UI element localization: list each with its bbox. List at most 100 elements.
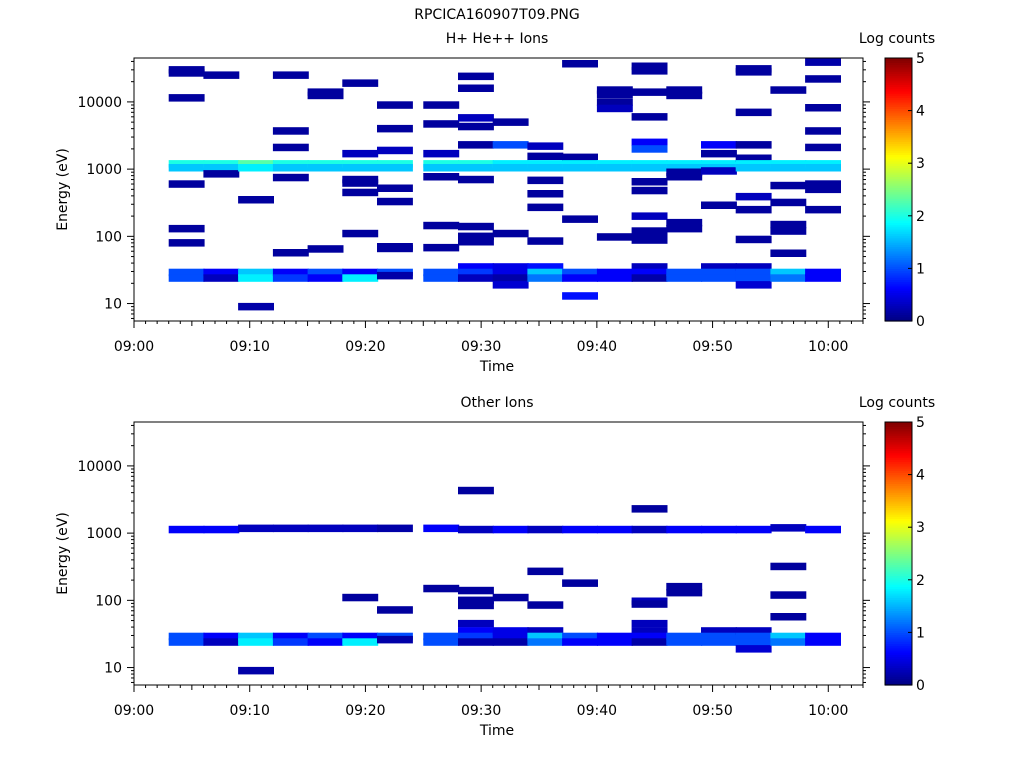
heatmap-cell	[735, 632, 772, 641]
heatmap-cell	[805, 104, 841, 112]
colorbar-segment	[885, 180, 912, 184]
heatmap-cell	[458, 72, 494, 81]
heatmap-cell	[596, 104, 633, 113]
colorbar-segment	[885, 549, 912, 552]
x-tick-label: 09:00	[114, 703, 154, 719]
heatmap-cell	[168, 632, 205, 641]
heatmap-cell	[735, 235, 772, 244]
heatmap-cell	[701, 638, 737, 646]
heatmap-cell	[272, 524, 309, 533]
heatmap-cell	[307, 638, 344, 646]
heatmap-cell	[770, 198, 807, 207]
colorbar-segment	[885, 630, 912, 633]
colorbar-segment	[885, 147, 912, 151]
heatmap-cell	[423, 632, 460, 641]
colorbar-segment	[885, 472, 912, 476]
heatmap-cell	[805, 205, 841, 214]
colorbar-segment	[885, 261, 912, 265]
colorbar-segment	[885, 305, 912, 309]
colorbar-segment	[885, 200, 912, 204]
colorbar-segment	[885, 68, 912, 72]
colorbar-segment	[885, 88, 912, 92]
heatmap-cell	[377, 606, 413, 614]
colorbar-segment	[885, 169, 912, 173]
heatmap-cell	[805, 632, 841, 641]
colorbar-segment	[885, 79, 912, 83]
heatmap-cell	[203, 274, 240, 282]
colorbar-segment	[885, 522, 912, 526]
colorbar-segment	[885, 483, 912, 487]
colorbar-segment	[885, 93, 912, 96]
colorbar-segment	[885, 621, 912, 625]
heatmap-cell	[666, 173, 703, 181]
heatmap-cell	[492, 638, 529, 646]
colorbar-segment	[885, 110, 912, 114]
heatmap-cell	[342, 188, 379, 197]
heatmap-cell	[631, 638, 668, 646]
colorbar-segment	[885, 222, 912, 226]
heatmap-cell	[377, 271, 413, 280]
colorbar-segment	[885, 669, 912, 673]
y-tick-label: 1000	[86, 162, 122, 178]
heatmap-cell	[342, 164, 379, 172]
colorbar-segment	[885, 174, 912, 177]
colorbar-segment	[885, 535, 912, 539]
heatmap-cell	[492, 229, 529, 238]
colorbar-tick-label: 4	[916, 104, 925, 120]
heatmap-cell	[423, 173, 460, 181]
heatmap-cell	[307, 164, 344, 172]
x-tick-label: 09:20	[345, 339, 385, 355]
heatmap-cell	[458, 238, 494, 246]
x-axis: 09:00 09:10 09:20 09:30 09:40 09:50 10:00 Time	[114, 685, 864, 739]
heatmap-cell	[423, 221, 460, 230]
heatmap-cell	[527, 638, 564, 646]
heatmap-cell	[666, 588, 703, 597]
y-axis: 10 100 1000 10000 Energy (eV)	[55, 424, 870, 683]
heatmap-cell	[596, 90, 633, 98]
heatmap-cell	[168, 224, 205, 233]
heatmap-cell	[805, 525, 841, 534]
colorbar-segment	[885, 95, 912, 99]
heatmap-cell	[562, 632, 598, 641]
heatmap-cell	[805, 160, 841, 168]
heatmap-cell	[377, 244, 413, 253]
heatmap-cell	[701, 627, 737, 635]
heatmap-cell	[735, 281, 772, 289]
colorbar-segment	[885, 568, 912, 572]
y-axis-label: Energy (eV)	[55, 512, 71, 595]
heatmap-cell	[458, 596, 494, 605]
colorbar-segment	[885, 86, 912, 90]
heatmap-cell	[458, 274, 494, 282]
heatmap-cell	[596, 98, 633, 106]
heatmap-cell	[527, 190, 564, 198]
heatmap-cell	[342, 229, 379, 238]
heatmap-cell	[458, 114, 494, 122]
colorbar-segment	[885, 641, 912, 644]
colorbar-tick-label: 4	[916, 468, 925, 484]
heatmap-cell	[701, 201, 737, 209]
colorbar-segment	[885, 143, 912, 147]
heatmap-cell	[527, 268, 564, 277]
colorbar-segment	[885, 132, 912, 136]
x-tick-label: 09:10	[230, 703, 270, 719]
heatmap-cell	[770, 220, 807, 229]
heatmap-cell	[666, 224, 703, 233]
heatmap-cell	[272, 249, 309, 257]
colorbar-segment	[885, 584, 912, 587]
colorbar-segment	[885, 496, 912, 500]
heatmap-cell	[631, 627, 668, 635]
heatmap-cell	[458, 164, 494, 172]
heatmap-cell	[168, 525, 205, 534]
heatmap-cell	[272, 173, 309, 182]
colorbar-segment	[885, 542, 912, 546]
colorbar-segment	[885, 509, 912, 513]
heatmap-cell	[307, 160, 344, 168]
colorbar-segment	[885, 441, 912, 445]
heatmap-cell	[735, 645, 772, 653]
heatmap-cell	[527, 203, 564, 212]
heatmap-cell	[168, 69, 205, 77]
colorbar-segment	[885, 531, 912, 535]
colorbar-segment	[885, 579, 912, 583]
heatmap-cell	[666, 86, 703, 94]
heatmap-cell	[631, 227, 668, 235]
